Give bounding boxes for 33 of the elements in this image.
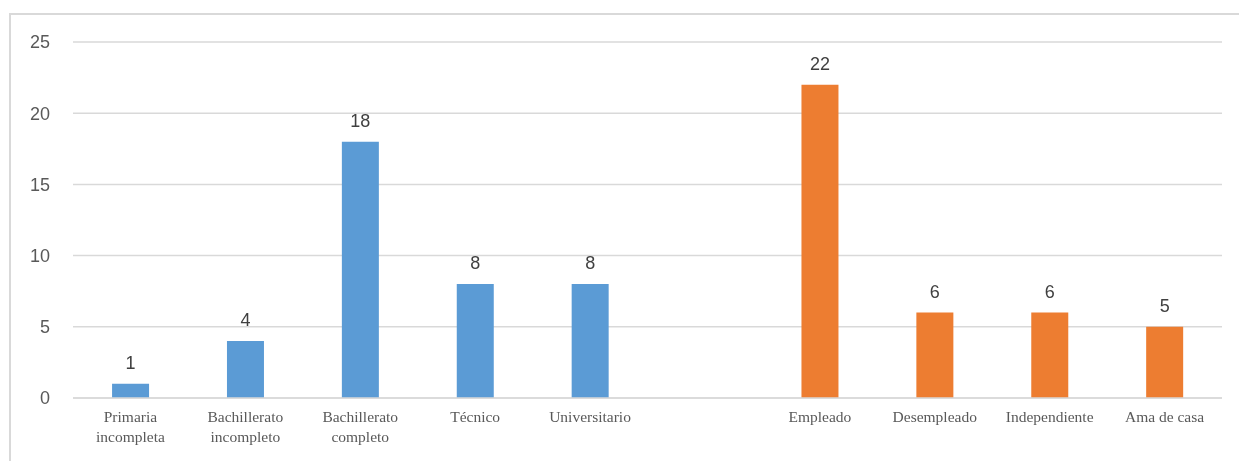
- y-tick-label: 0: [39, 388, 50, 409]
- data-label: 1: [125, 352, 136, 373]
- bar: [112, 383, 150, 398]
- bar: [1146, 326, 1184, 398]
- data-label: 6: [929, 281, 940, 302]
- data-label: 8: [470, 253, 481, 274]
- bar: [226, 341, 264, 398]
- x-tick-label: Primaria incompleta: [96, 408, 165, 446]
- y-tick-label: 5: [39, 317, 50, 338]
- bar: [571, 284, 609, 398]
- bar: [341, 141, 379, 398]
- data-label: 8: [585, 253, 596, 274]
- data-label: 6: [1044, 281, 1055, 302]
- bar: [456, 284, 494, 398]
- x-tick-label: Desempleado: [892, 408, 978, 426]
- data-label: 22: [809, 53, 830, 74]
- y-tick-label: 10: [29, 245, 50, 266]
- x-tick-label: Empleado: [788, 408, 852, 426]
- bar: [801, 84, 839, 398]
- data-label: 18: [350, 110, 371, 131]
- bar: [916, 312, 954, 398]
- x-tick-label: Técnico: [450, 408, 501, 426]
- x-tick-label: Ama de casa: [1124, 408, 1205, 426]
- bar: [1031, 312, 1069, 398]
- data-label: 4: [240, 310, 251, 331]
- y-tick-label: 15: [29, 174, 50, 195]
- data-label: 5: [1159, 295, 1170, 316]
- x-tick-label: Bachillerato incompleto: [207, 408, 284, 446]
- y-tick-label: 25: [29, 32, 50, 53]
- x-tick-label: Bachillerato completo: [322, 408, 399, 446]
- x-tick-label: Universitario: [549, 408, 632, 426]
- x-tick-label: Independiente: [1005, 408, 1094, 426]
- y-tick-label: 20: [29, 103, 50, 124]
